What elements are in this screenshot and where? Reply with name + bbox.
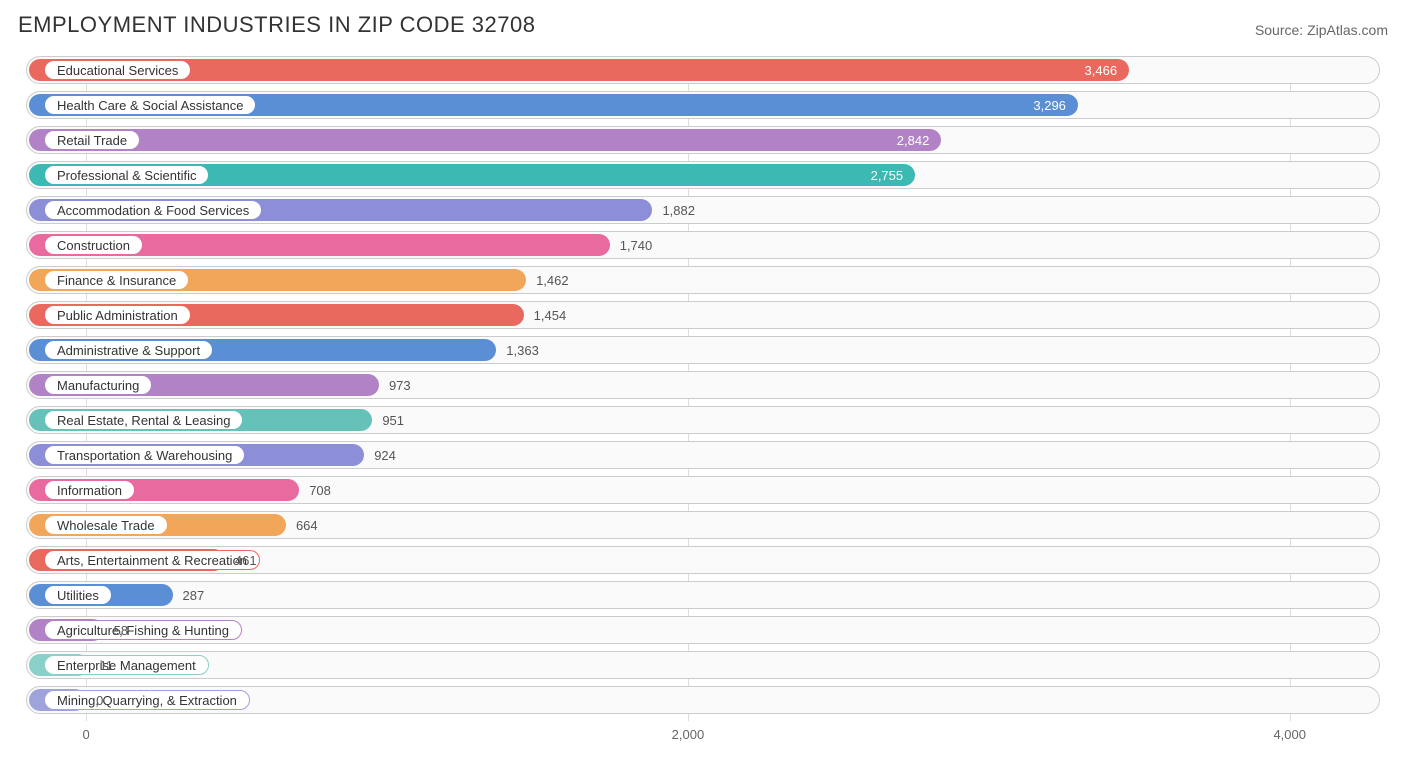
bar-row: Enterprise Management11 [26,651,1380,679]
bar-value: 11 [99,651,113,679]
bar-value: 2,842 [897,126,930,154]
bar-value: 1,740 [620,231,653,259]
bar-row: Finance & Insurance 1,462 [26,266,1380,294]
bar-value: 58 [114,616,128,644]
bar-row: Arts, Entertainment & Recreation461 [26,546,1380,574]
chart-header: EMPLOYMENT INDUSTRIES IN ZIP CODE 32708 … [18,12,1388,38]
bar-row: Agriculture, Fishing & Hunting58 [26,616,1380,644]
x-axis-tick: 4,000 [1273,727,1306,742]
bar-fill [29,59,1129,81]
bar-value: 2,755 [871,161,904,189]
bar-value: 287 [183,581,205,609]
bar-value: 1,454 [534,301,567,329]
bar-value: 708 [309,476,331,504]
bar-label-badge: Retail Trade [44,130,140,150]
bar-row: Retail Trade 2,842 [26,126,1380,154]
bar-row: Information 708 [26,476,1380,504]
bar-fill [29,129,941,151]
bar-row: Wholesale Trade 664 [26,511,1380,539]
bar-row: Transportation & Warehousing 924 [26,441,1380,469]
bar-row: Accommodation & Food Services 1,882 [26,196,1380,224]
bar-value: 3,296 [1033,91,1066,119]
bar-track [26,581,1380,609]
bar-label-badge: Wholesale Trade [44,515,168,535]
bar-value: 1,882 [662,196,695,224]
bar-label-badge: Arts, Entertainment & Recreation [44,550,260,570]
bar-value: 1,363 [506,336,539,364]
bar-value: 3,466 [1085,56,1118,84]
bar-value: 951 [382,406,404,434]
bar-track [26,651,1380,679]
bar-label-badge: Information [44,480,135,500]
x-axis-tick: 0 [83,727,90,742]
bar-label-badge: Transportation & Warehousing [44,445,245,465]
bar-label-badge: Public Administration [44,305,191,325]
chart-container: Educational Services 3,466 Health Care & S… [18,56,1388,749]
chart-title: EMPLOYMENT INDUSTRIES IN ZIP CODE 32708 [18,12,536,38]
chart-x-axis: 0 2,000 4,000 [26,721,1380,749]
bar-value: 664 [296,511,318,539]
bar-label-badge: Utilities [44,585,112,605]
chart-bars: Educational Services 3,466 Health Care & S… [26,56,1380,714]
bar-value: 0 [96,686,103,714]
bar-row: Mining, Quarrying, & Extraction0 [26,686,1380,714]
chart-source: Source: ZipAtlas.com [1255,22,1388,38]
bar-row: Administrative & Support 1,363 [26,336,1380,364]
bar-label-badge: Agriculture, Fishing & Hunting [44,620,242,640]
bar-label-badge: Mining, Quarrying, & Extraction [44,690,250,710]
bar-row: Construction 1,740 [26,231,1380,259]
bar-label-badge: Accommodation & Food Services [44,200,262,220]
bar-label-badge: Health Care & Social Assistance [44,95,256,115]
bar-label-badge: Construction [44,235,143,255]
bar-row: Manufacturing 973 [26,371,1380,399]
bar-value: 461 [235,546,257,574]
chart-plot: Educational Services 3,466 Health Care & S… [26,56,1380,749]
bar-value: 1,462 [536,266,569,294]
bar-row: Real Estate, Rental & Leasing 951 [26,406,1380,434]
bar-value: 924 [374,441,396,469]
bar-label-badge: Enterprise Management [44,655,209,675]
x-axis-tick: 2,000 [672,727,705,742]
bar-value: 973 [389,371,411,399]
bar-label-badge: Educational Services [44,60,191,80]
bar-row: Health Care & Social Assistance 3,296 [26,91,1380,119]
bar-row: Utilities 287 [26,581,1380,609]
bar-row: Public Administration 1,454 [26,301,1380,329]
bar-row: Educational Services 3,466 [26,56,1380,84]
bar-label-badge: Administrative & Support [44,340,213,360]
bar-label-badge: Manufacturing [44,375,152,395]
bar-label-badge: Finance & Insurance [44,270,189,290]
bar-label-badge: Real Estate, Rental & Leasing [44,410,243,430]
bar-row: Professional & Scientific 2,755 [26,161,1380,189]
bar-label-badge: Professional & Scientific [44,165,209,185]
